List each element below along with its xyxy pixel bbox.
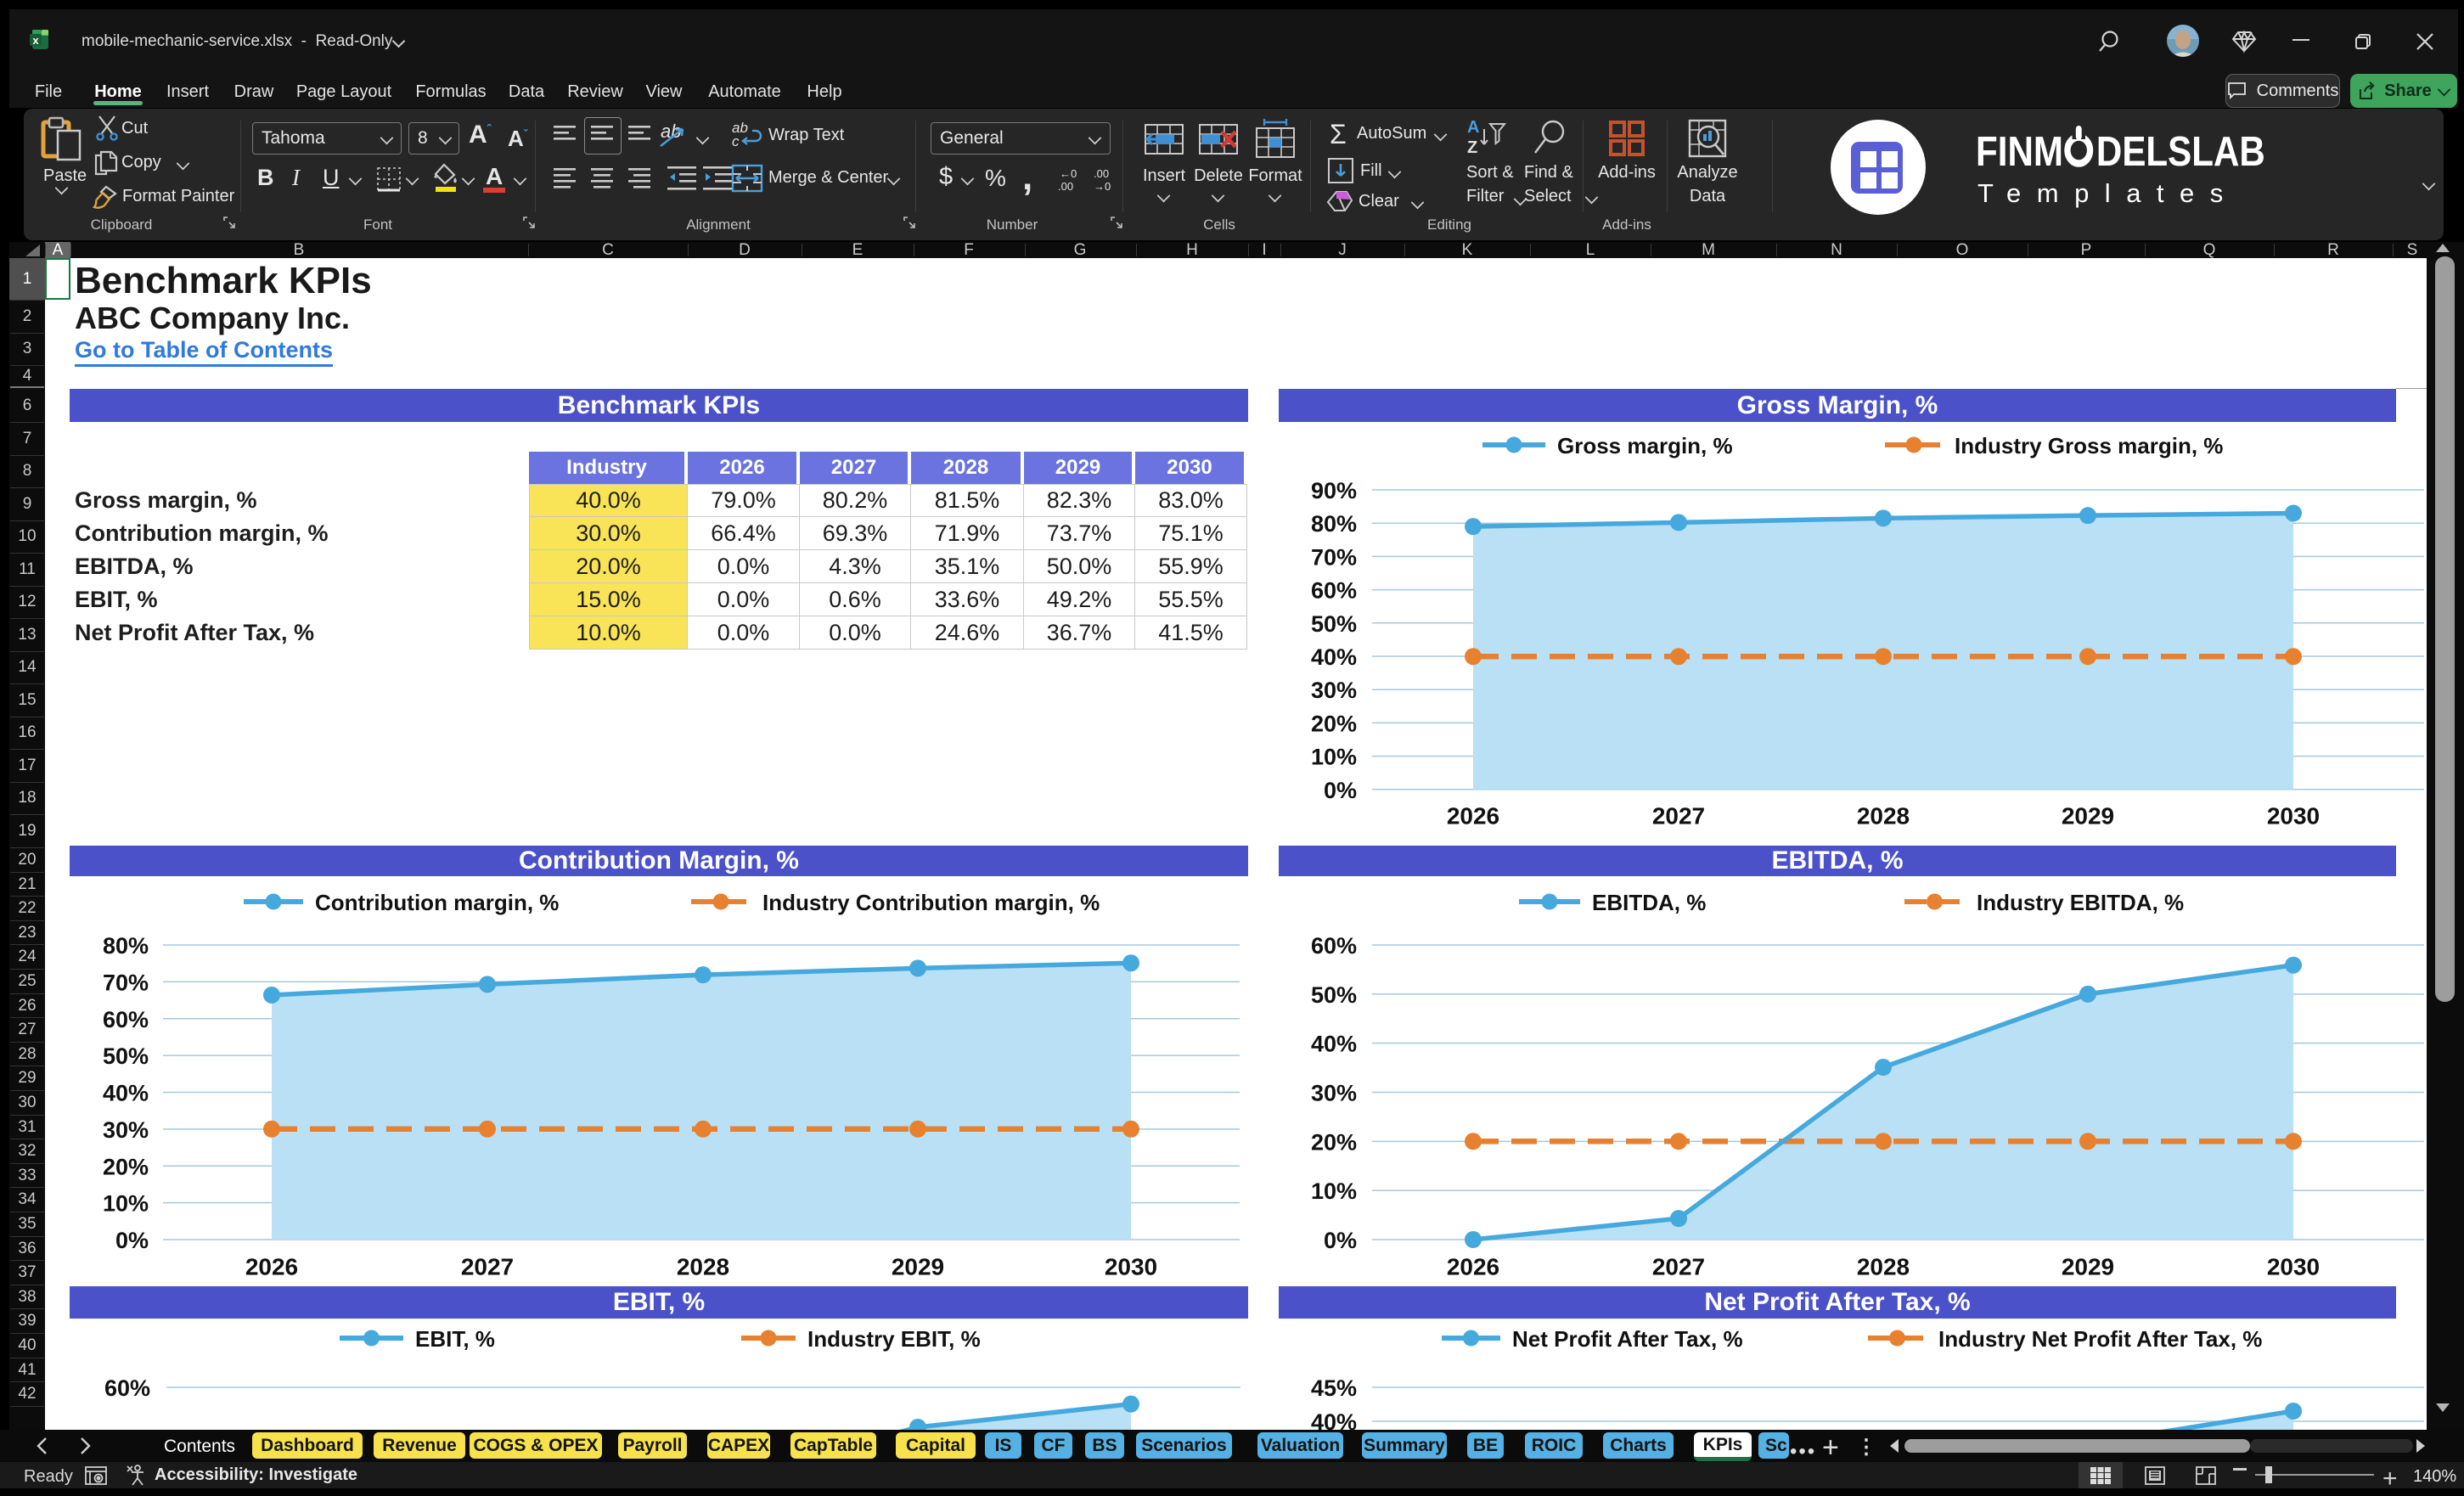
- svg-text:20%: 20%: [103, 1154, 149, 1179]
- svg-text:80%: 80%: [1311, 511, 1357, 537]
- svg-text:EBITDA, %: EBITDA, %: [1592, 890, 1706, 915]
- svg-text:10%: 10%: [103, 1191, 149, 1217]
- svg-text:40%: 40%: [103, 1081, 149, 1106]
- svg-text:2029: 2029: [2062, 803, 2114, 830]
- svg-text:10%: 10%: [1311, 1178, 1357, 1204]
- svg-text:Net Profit After Tax, %: Net Profit After Tax, %: [1512, 1326, 1743, 1352]
- svg-text:→0: →0: [1094, 180, 1111, 193]
- svg-text:2026: 2026: [1447, 1254, 1499, 1280]
- svg-text:2026: 2026: [245, 1254, 298, 1280]
- svg-text:60%: 60%: [104, 1375, 150, 1401]
- svg-text:40%: 40%: [1311, 644, 1357, 670]
- svg-text:DELSLAB: DELSLAB: [2096, 128, 2265, 175]
- svg-text:x: x: [32, 34, 39, 47]
- svg-text:30%: 30%: [1311, 678, 1357, 703]
- svg-text:70%: 70%: [1311, 544, 1357, 570]
- svg-text:EBIT, %: EBIT, %: [415, 1326, 495, 1352]
- svg-text:40%: 40%: [1311, 1409, 1357, 1435]
- svg-text:Industry Gross margin, %: Industry Gross margin, %: [1955, 433, 2223, 458]
- svg-text:80%: 80%: [103, 933, 149, 959]
- svg-text:Industry EBITDA, %: Industry EBITDA, %: [1977, 890, 2184, 915]
- svg-text:60%: 60%: [103, 1007, 149, 1032]
- svg-text:2028: 2028: [1857, 1254, 1910, 1280]
- svg-text:40%: 40%: [1311, 1032, 1357, 1057]
- svg-text:.00: .00: [1058, 180, 1073, 193]
- svg-text:0%: 0%: [115, 1228, 149, 1253]
- svg-text:FINM: FINM: [1976, 128, 2063, 175]
- svg-text:60%: 60%: [1311, 578, 1357, 604]
- svg-text:90%: 90%: [1311, 478, 1357, 503]
- svg-text:30%: 30%: [1311, 1080, 1357, 1105]
- svg-text:50%: 50%: [103, 1043, 149, 1069]
- svg-text:A: A: [1467, 118, 1479, 137]
- svg-text:10%: 10%: [1311, 745, 1357, 770]
- svg-text:50%: 50%: [1311, 611, 1357, 637]
- svg-text:20%: 20%: [1311, 711, 1357, 736]
- svg-text:2028: 2028: [1857, 803, 1910, 830]
- svg-text:c: c: [732, 133, 740, 149]
- svg-text:30%: 30%: [103, 1117, 149, 1143]
- svg-text:2029: 2029: [2062, 1254, 2114, 1280]
- svg-text:0%: 0%: [1324, 778, 1357, 803]
- svg-text:2030: 2030: [2267, 1254, 2320, 1280]
- svg-text:60%: 60%: [1311, 933, 1357, 959]
- svg-text:2030: 2030: [1105, 1254, 1157, 1280]
- svg-text:.00: .00: [1094, 167, 1109, 180]
- svg-text:Gross margin, %: Gross margin, %: [1557, 433, 1733, 458]
- svg-text:Contribution margin, %: Contribution margin, %: [315, 890, 559, 915]
- svg-text:0%: 0%: [1324, 1228, 1357, 1253]
- svg-text:2027: 2027: [461, 1254, 514, 1280]
- svg-text:Industry EBIT, %: Industry EBIT, %: [807, 1326, 981, 1352]
- svg-text:2030: 2030: [2267, 803, 2320, 830]
- svg-text:2026: 2026: [1447, 803, 1499, 830]
- svg-text:50%: 50%: [1311, 982, 1357, 1008]
- svg-text:45%: 45%: [1311, 1375, 1357, 1401]
- svg-text:2027: 2027: [1652, 1254, 1705, 1280]
- svg-text:2027: 2027: [1652, 803, 1705, 830]
- svg-text:Industry Net Profit After Tax,: Industry Net Profit After Tax, %: [1938, 1326, 2262, 1352]
- svg-text:70%: 70%: [103, 970, 149, 995]
- svg-text:Industry Contribution margin,: Industry Contribution margin, %: [762, 890, 1100, 915]
- svg-text:2028: 2028: [677, 1254, 729, 1280]
- svg-text:Z: Z: [1467, 138, 1477, 157]
- svg-text:←0: ←0: [1060, 167, 1077, 180]
- svg-text:ab: ab: [732, 120, 748, 136]
- svg-text:20%: 20%: [1311, 1129, 1357, 1155]
- svg-text:2029: 2029: [892, 1254, 944, 1280]
